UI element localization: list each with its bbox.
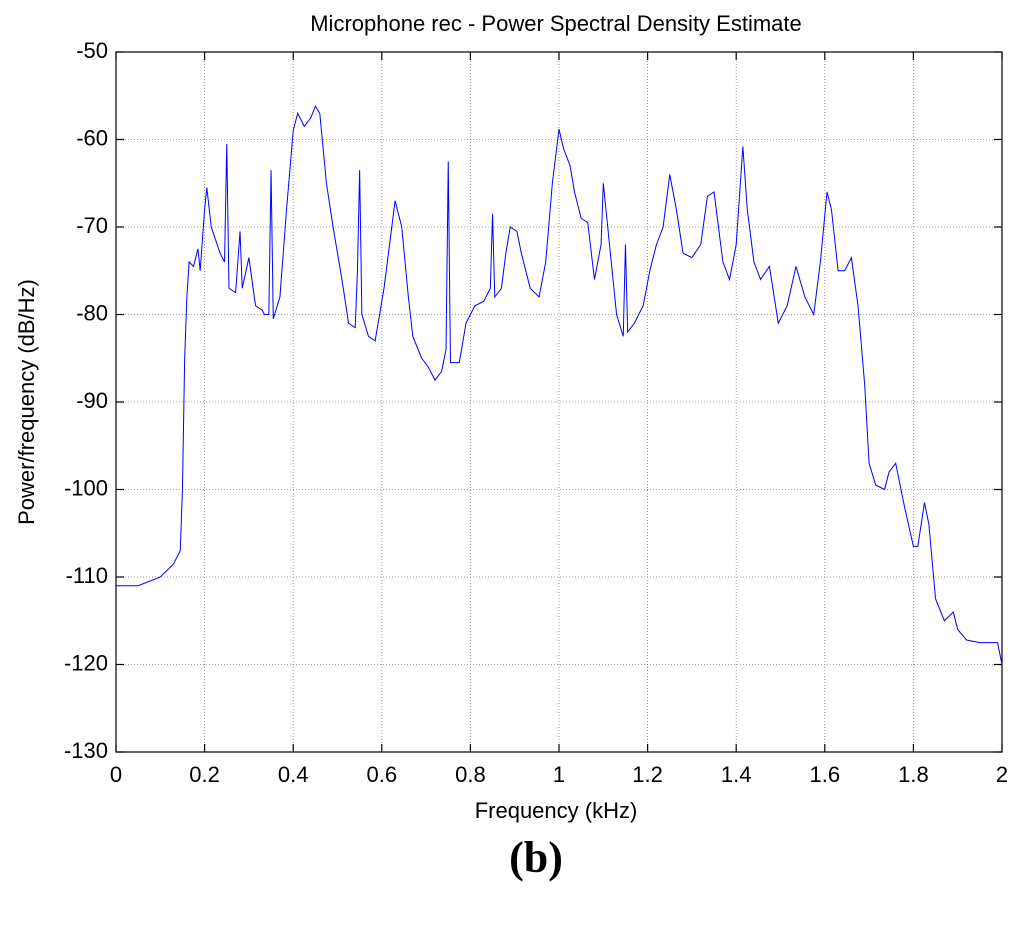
x-tick-label: 0: [110, 762, 122, 787]
y-tick-label: -130: [64, 738, 108, 763]
y-axis-label: Power/frequency (dB/Hz): [14, 279, 39, 525]
plot-frame: [115, 51, 1003, 753]
psd-line: [116, 105, 1003, 665]
y-tick-label: -80: [76, 300, 108, 325]
y-tick-label: -100: [64, 475, 108, 500]
x-tick-label: 1.2: [632, 762, 663, 787]
x-tick-label: 0.6: [367, 762, 398, 787]
y-tick-label: -50: [76, 38, 108, 63]
chart-title: Microphone rec - Power Spectral Density …: [310, 11, 802, 36]
y-tick-label: -120: [64, 650, 108, 675]
x-tick-label: 1.4: [721, 762, 752, 787]
x-tick-label: 0.2: [189, 762, 220, 787]
x-tick-label: 1.8: [898, 762, 929, 787]
y-tick-label: -90: [76, 388, 108, 413]
x-tick-label: 1: [553, 762, 565, 787]
x-tick-label: 1.6: [810, 762, 841, 787]
y-tick-label: -60: [76, 125, 108, 150]
x-tick-label: 0.8: [455, 762, 486, 787]
y-tick-label: -110: [66, 563, 108, 588]
x-tick-label: 0.4: [278, 762, 309, 787]
x-tick-label: 2: [996, 762, 1008, 787]
x-axis-label: Frequency (kHz): [475, 798, 638, 823]
y-tick-label: -70: [76, 213, 108, 238]
caption: (b): [509, 833, 563, 882]
